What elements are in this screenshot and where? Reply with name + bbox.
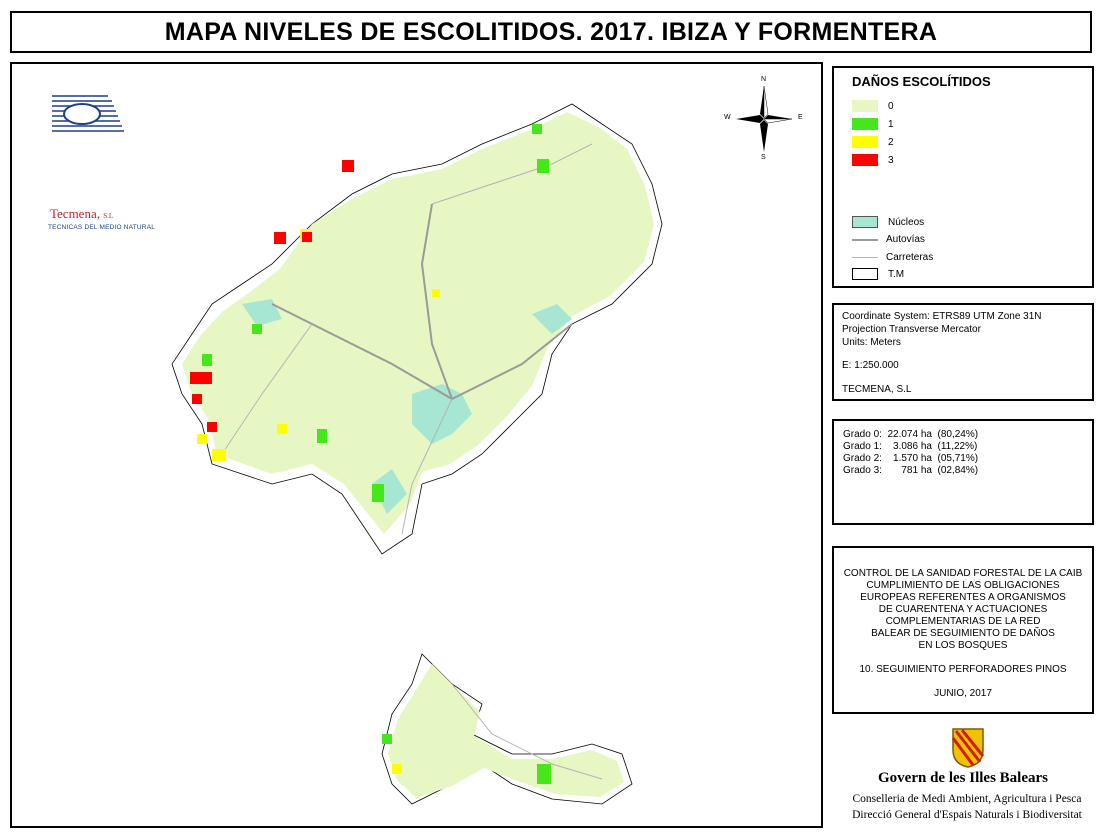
- compass-icon: [736, 85, 793, 152]
- swatch-carreteras: [852, 257, 878, 258]
- legend-nucleos: Núcleos: [852, 216, 924, 228]
- control-line-1: CONTROL DE LA SANIDAD FORESTAL DE LA CAI…: [843, 568, 1083, 579]
- swatch-grade0: [852, 100, 878, 112]
- swatch-grade3: [852, 154, 878, 166]
- swatch-grade2: [852, 136, 878, 148]
- swatch-tm: [852, 268, 878, 280]
- control-date: JUNIO, 2017: [934, 688, 992, 699]
- stat-grade2: Grado 2: 1.570 ha (05,71%): [843, 453, 979, 464]
- nucleos-areas: [242, 299, 572, 514]
- compass-s: S: [761, 154, 766, 161]
- coord-units: Units: Meters: [842, 337, 901, 348]
- govern-coat-of-arms-icon: [951, 728, 985, 768]
- control-section: 10. SEGUIMIENTO PERFORADORES PINOS: [859, 664, 1067, 675]
- legend-grade1: 1: [852, 118, 894, 130]
- coord-scale: E: 1:250.000: [842, 360, 899, 371]
- grade0-areas: [182, 112, 654, 798]
- tecmena-tagline: TECNICAS DEL MEDIO NATURAL: [48, 224, 156, 231]
- legend-carreteras: Carreteras: [852, 252, 933, 263]
- control-line-7: EN LOS BOSQUES: [918, 640, 1008, 651]
- grade3-patches: [190, 160, 354, 432]
- stat-grade0: Grado 0: 22.074 ha (80,24%): [843, 429, 979, 440]
- coord-author: TECMENA, S.L: [842, 384, 912, 395]
- coord-system: Coordinate System: ETRS89 UTM Zone 31N: [842, 311, 1042, 322]
- stats-box: Grado 0: 22.074 ha (80,24%) Grado 1: 3.0…: [832, 419, 1094, 525]
- swatch-autovias: [852, 238, 878, 241]
- swatch-grade1: [852, 118, 878, 130]
- autovias: [271, 203, 573, 400]
- control-line-4: DE CUARENTENA Y ACTUACIONES: [878, 604, 1048, 615]
- legend-grade0: 0: [852, 100, 894, 112]
- control-line-5: COMPLEMENTARIAS DE LA RED: [885, 616, 1041, 627]
- legend-tm: T.M: [852, 268, 904, 280]
- tecmena-logo-mark: [52, 95, 124, 132]
- map-canvas: [171, 103, 663, 805]
- control-box: CONTROL DE LA SANIDAD FORESTAL DE LA CAI…: [832, 546, 1094, 714]
- tecmena-name: Tecmena, S.L: [50, 206, 114, 221]
- compass-n: N: [761, 76, 767, 83]
- stat-grade3: Grado 3: 781 ha (02,84%): [843, 465, 979, 476]
- govern-name: Govern de les Illes Balears: [878, 770, 1048, 786]
- carreteras: [221, 143, 603, 780]
- legend-grade2: 2: [852, 136, 894, 148]
- legend-box: DAÑOS ESCOLÍTIDOS 0 1 2 3 Núcleos Autoví…: [832, 66, 1094, 288]
- govern-conselleria: Conselleria de Medi Ambient, Agricultura…: [852, 793, 1082, 805]
- control-line-3: EUROPEAS REFERENTES A ORGANISMOS: [860, 592, 1066, 603]
- grade1-patches: [202, 124, 551, 784]
- swatch-nucleos: [852, 216, 878, 228]
- control-line-2: CUMPLIMIENTO DE LAS OBLIGACIONES: [866, 580, 1060, 591]
- legend-grade3: 3: [852, 154, 894, 166]
- legend-autovias: Autovías: [852, 234, 925, 245]
- coordinate-box: Coordinate System: ETRS89 UTM Zone 31N P…: [832, 303, 1094, 401]
- compass-e: E: [798, 114, 803, 121]
- control-line-6: BALEAR DE SEGUIMIENTO DE DAÑOS: [871, 628, 1055, 639]
- coord-projection: Projection Transverse Mercator: [842, 324, 981, 335]
- title-box: MAPA NIVELES DE ESCOLITIDOS. 2017. IBIZA…: [10, 11, 1092, 53]
- govern-direccio: Direcció General d'Espais Naturals i Bio…: [852, 809, 1082, 821]
- legend-title: DAÑOS ESCOLÍTIDOS: [852, 74, 991, 89]
- compass-w: W: [724, 114, 731, 121]
- map-title: MAPA NIVELES DE ESCOLITIDOS. 2017. IBIZA…: [164, 17, 938, 46]
- map-frame: Tecmena, S.L TECNICAS DEL MEDIO NATURAL …: [10, 62, 823, 828]
- stat-grade1: Grado 1: 3.086 ha (11,22%): [843, 441, 978, 452]
